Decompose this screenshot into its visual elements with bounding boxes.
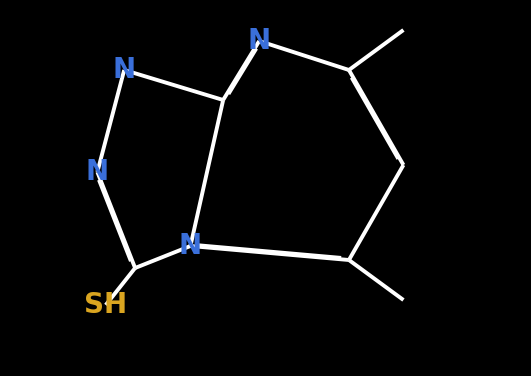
Text: N: N (113, 56, 136, 84)
Text: N: N (179, 232, 202, 260)
Text: SH: SH (84, 291, 127, 319)
Text: N: N (247, 27, 271, 55)
Text: N: N (86, 158, 109, 186)
